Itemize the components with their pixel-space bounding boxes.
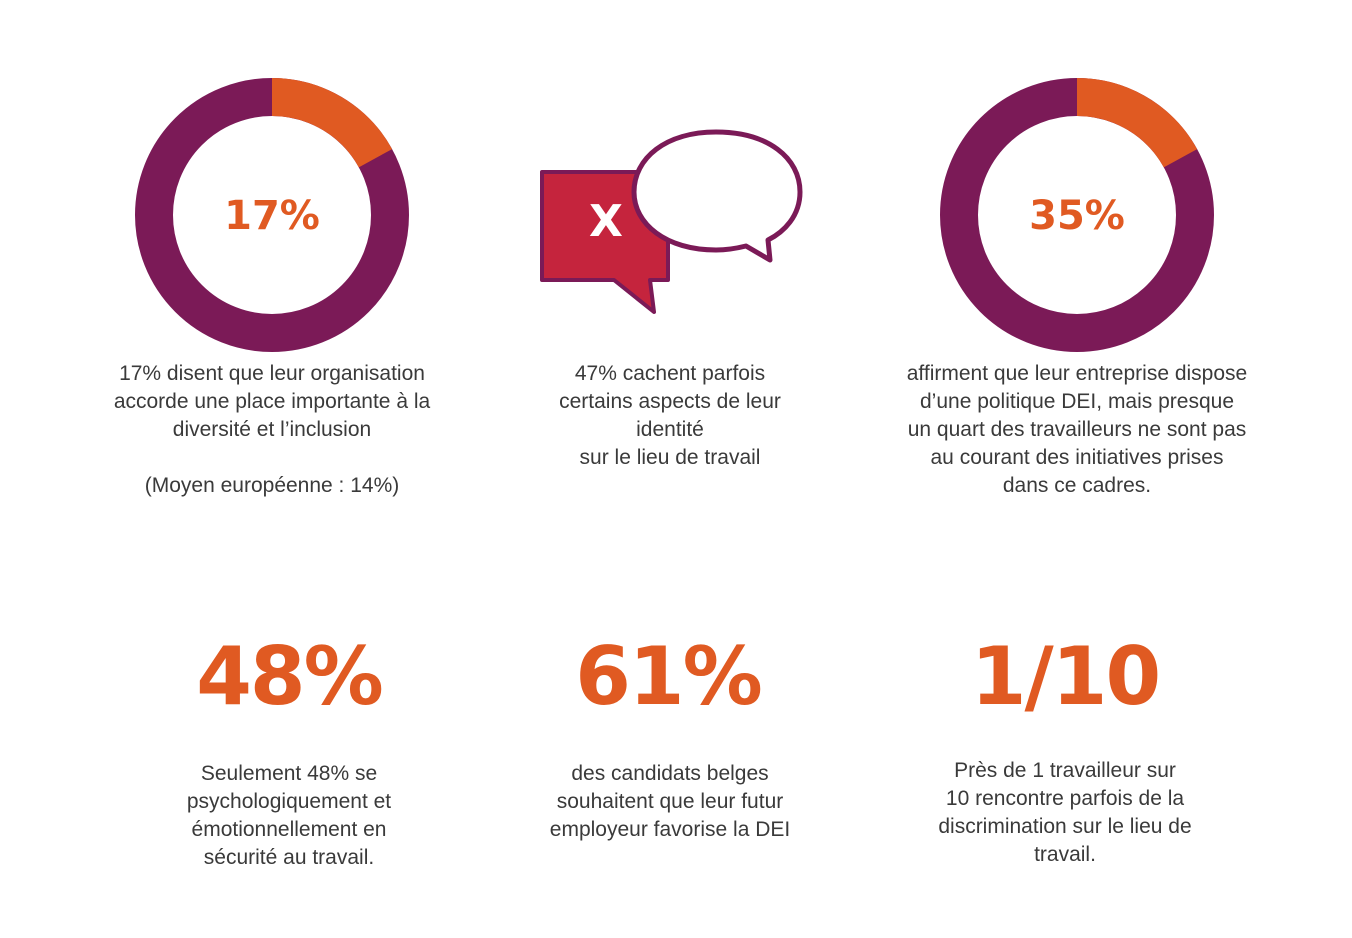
- donut-chart-35: [940, 78, 1214, 352]
- donut-chart-17: [135, 78, 409, 352]
- stat-description-5: des candidats belges souhaitent que leur…: [549, 762, 791, 841]
- big-stat-1-10: 1/10: [970, 630, 1161, 723]
- stat-description-4: Seulement 48% se psychologiquement et ém…: [186, 762, 392, 869]
- donut-segment: [135, 78, 409, 352]
- stat-description-1: 17% disent que leur organisation accorde…: [113, 362, 431, 497]
- big-stat-48: 48%: [196, 630, 383, 723]
- stat-description-6: Près de 1 travailleur sur 10 rencontre p…: [938, 759, 1192, 866]
- speech-bubbles-icon: X: [540, 129, 803, 314]
- stat-description-2: 47% cachent parfois certains aspects de …: [559, 362, 781, 469]
- stat-description-3: affirment que leur entreprise dispose d’…: [906, 362, 1248, 497]
- x-glyph: X: [589, 196, 623, 247]
- donut-label-17: 17%: [224, 193, 320, 239]
- big-stat-61: 61%: [575, 630, 762, 723]
- donut-segment: [940, 78, 1214, 352]
- donut-label-35: 35%: [1029, 193, 1125, 239]
